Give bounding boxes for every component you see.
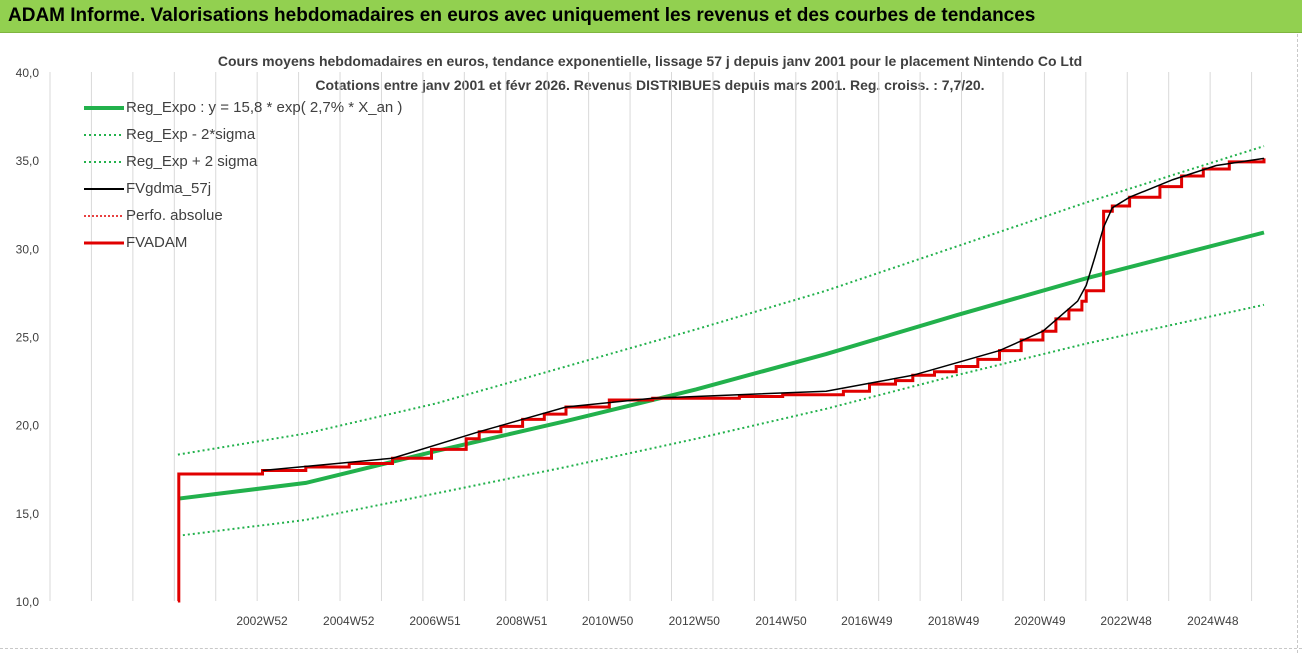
y-tick-label: 15,0	[16, 507, 40, 521]
series-reg-expo	[177, 230, 1265, 501]
report-title: ADAM Informe. Valorisations hebdomadaire…	[8, 5, 1036, 26]
chart-legend: Reg_Expo : y = 15,8 * exp( 2,7% * X_an )…	[84, 94, 402, 256]
x-tick-label: 2010W50	[582, 614, 634, 628]
chart-title-line1: Cours moyens hebdomadaires en euros, ten…	[217, 53, 1083, 69]
x-tick-label: 2016W49	[841, 614, 893, 628]
y-tick-label: 40,0	[16, 66, 40, 80]
legend-item: Perfo. absolue	[84, 202, 402, 229]
y-tick-label: 25,0	[16, 331, 40, 345]
legend-swatch	[84, 133, 124, 136]
x-tick-label: 2004W52	[323, 614, 375, 628]
legend-item: FVgdma_57j	[84, 175, 402, 202]
legend-swatch	[84, 214, 124, 217]
x-tick-label: 2014W50	[755, 614, 807, 628]
legend-swatch	[84, 105, 124, 110]
y-tick-label: 10,0	[16, 595, 40, 609]
legend-label: Reg_Expo : y = 15,8 * exp( 2,7% * X_an )	[126, 99, 403, 116]
legend-label: FVgdma_57j	[126, 180, 212, 197]
chart-area: Cours moyens hebdomadaires en euros, ten…	[0, 34, 1302, 653]
bottom-edge-divider	[0, 648, 1302, 653]
x-tick-label: 2022W48	[1100, 614, 1152, 628]
y-tick-label: 30,0	[16, 242, 40, 256]
legend-label: Reg_Exp + 2 sigma	[126, 153, 258, 170]
chart-title-line2: Cotations entre janv 2001 et févr 2026. …	[315, 77, 985, 93]
series-reg-minus-2sigma	[177, 303, 1265, 537]
legend-swatch	[84, 241, 124, 244]
legend-swatch	[84, 160, 124, 163]
legend-item: FVADAM	[84, 229, 402, 256]
legend-label: FVADAM	[126, 234, 188, 251]
x-tick-label: 2018W49	[928, 614, 980, 628]
x-tick-label: 2008W51	[496, 614, 548, 628]
y-tick-label: 20,0	[16, 419, 40, 433]
legend-item: Reg_Exp - 2*sigma	[84, 121, 402, 148]
legend-item: Reg_Exp + 2 sigma	[84, 148, 402, 175]
x-tick-label: 2012W50	[669, 614, 721, 628]
series-fvgdma-57j	[262, 157, 1265, 472]
legend-label: Perfo. absolue	[126, 207, 223, 224]
y-tick-label: 35,0	[16, 154, 40, 168]
right-edge-divider	[1297, 34, 1302, 653]
x-tick-label: 2002W52	[236, 614, 288, 628]
legend-swatch	[84, 187, 124, 190]
x-tick-label: 2020W49	[1014, 614, 1066, 628]
x-tick-label: 2006W51	[409, 614, 461, 628]
legend-item: Reg_Expo : y = 15,8 * exp( 2,7% * X_an )	[84, 94, 402, 121]
x-tick-label: 2024W48	[1187, 614, 1239, 628]
legend-label: Reg_Exp - 2*sigma	[126, 126, 256, 143]
report-header: ADAM Informe. Valorisations hebdomadaire…	[0, 0, 1302, 33]
series-fvadam	[177, 158, 1266, 603]
